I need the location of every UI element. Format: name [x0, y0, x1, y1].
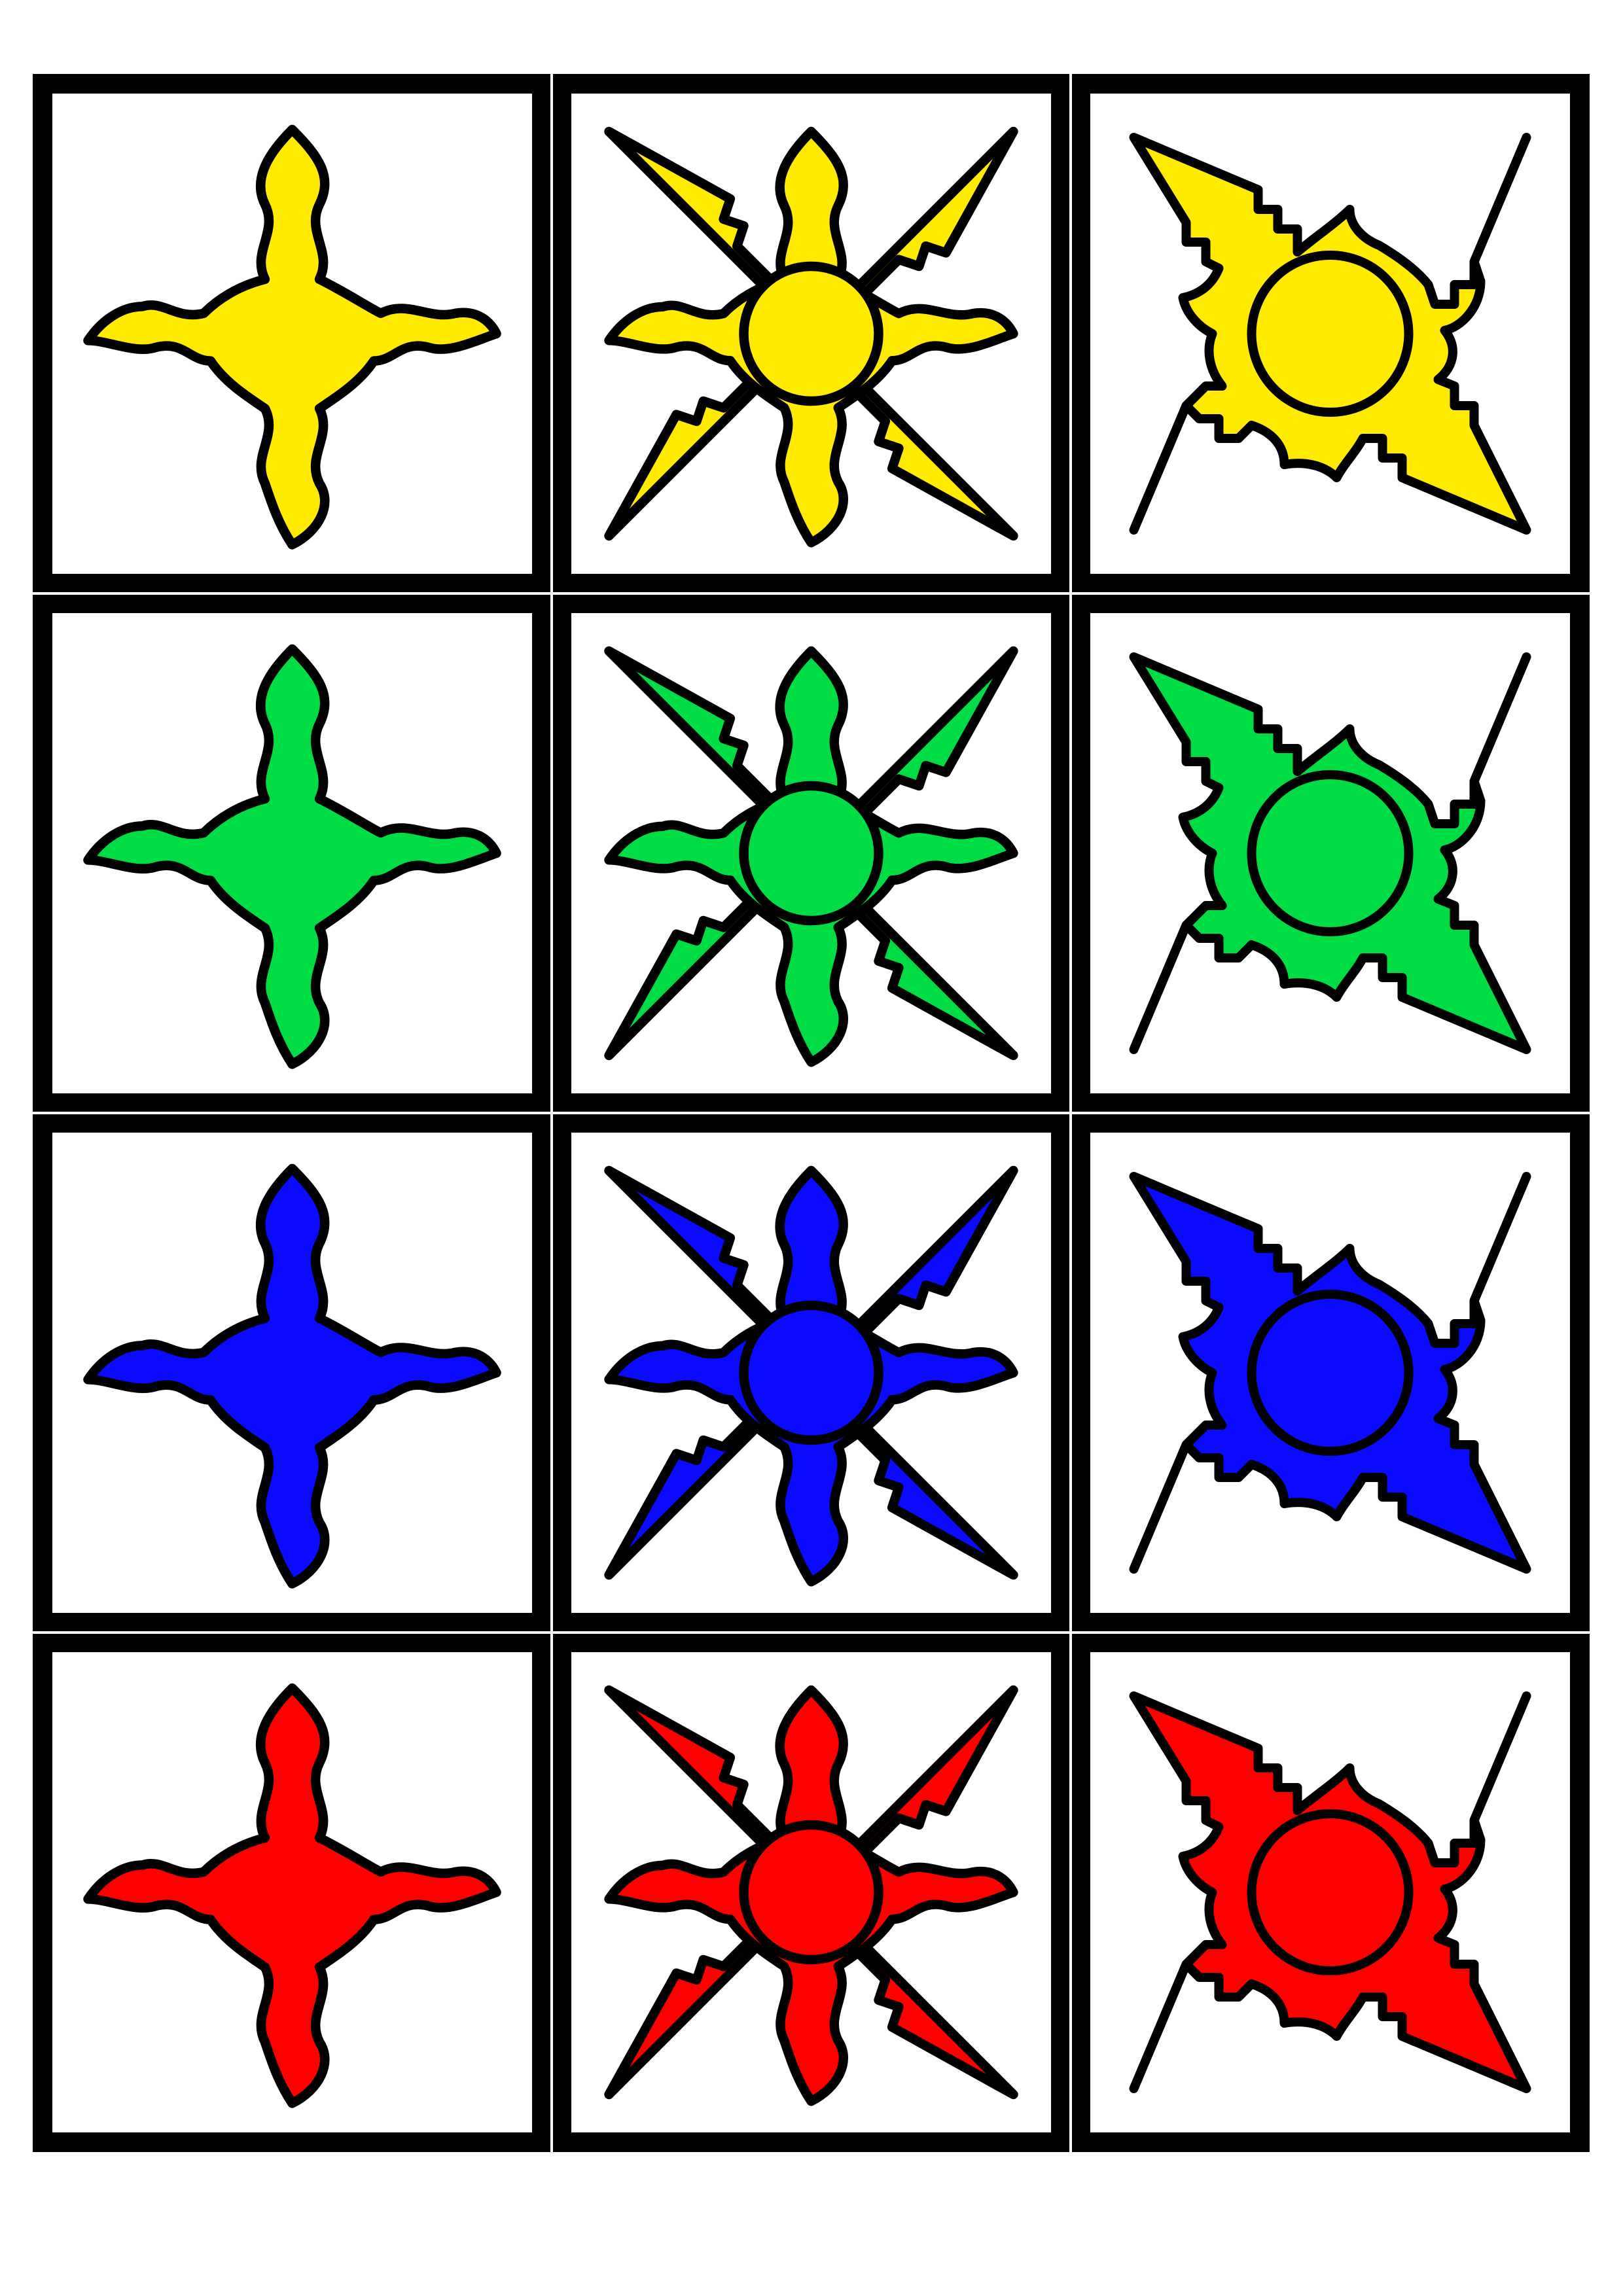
- card-red-2: [571, 1652, 1051, 2132]
- eight-point-flame-star-icon: [609, 651, 1014, 1062]
- card-red-3: [1090, 1652, 1570, 2132]
- card-yellow-1: [52, 94, 532, 574]
- card-blue-2: [571, 1133, 1051, 1613]
- cut-line-horizontal: [33, 1112, 1590, 1114]
- card-blue-1: [52, 1133, 532, 1613]
- card-green-2: [571, 613, 1051, 1093]
- card-red-1: [52, 1652, 532, 2132]
- cut-line-horizontal: [33, 1631, 1590, 1634]
- card-yellow-2: [571, 94, 1051, 574]
- eight-point-flame-star-icon: [609, 1690, 1014, 2101]
- card-blue-3: [1090, 1133, 1570, 1613]
- eight-point-flame-star-icon: [609, 132, 1014, 542]
- card-yellow-3: [1090, 94, 1570, 574]
- cut-line-horizontal: [33, 592, 1590, 595]
- card-green-1: [52, 613, 532, 1093]
- eight-point-flame-star-icon: [609, 1171, 1014, 1581]
- card-green-3: [1090, 613, 1570, 1093]
